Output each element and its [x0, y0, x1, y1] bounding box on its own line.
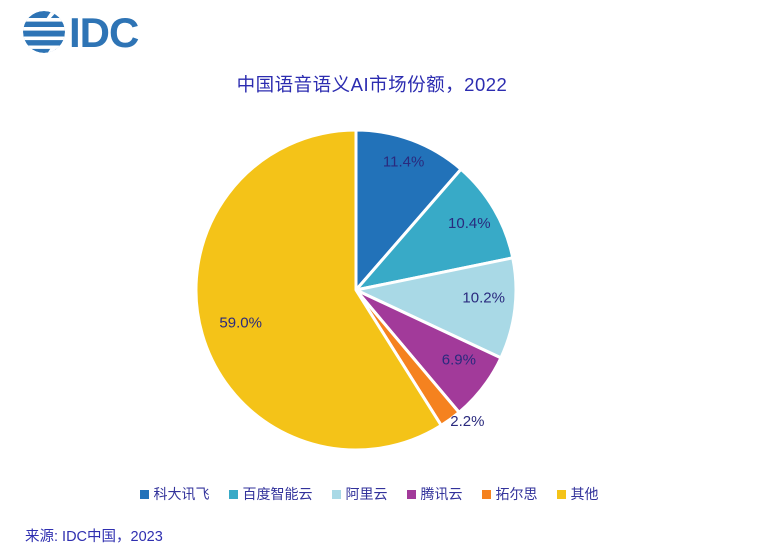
pie-slice-2: [354, 256, 518, 360]
pie-label-3: 6.9%: [442, 352, 476, 369]
legend-swatch-icon: [331, 489, 341, 499]
legend-label: 拓尔思: [495, 486, 538, 502]
pie-slice-5: [194, 128, 443, 452]
legend-swatch-icon: [406, 489, 416, 499]
legend-item-1: 百度智能云: [228, 484, 313, 504]
legend-swatch-icon: [228, 489, 238, 499]
pie-label-2: 10.2%: [462, 289, 505, 306]
legend-label: 阿里云: [345, 486, 388, 502]
pie-label-5: 59.0%: [219, 314, 262, 331]
globe-icon: [23, 11, 65, 53]
legend-item-4: 拓尔思: [481, 484, 538, 504]
legend-label: 腾讯云: [420, 486, 463, 502]
legend-swatch-icon: [556, 489, 566, 499]
chart-legend: 科大讯飞 百度智能云 阿里云 腾讯云 拓尔思 其他: [0, 483, 738, 505]
legend-item-5: 其他: [556, 484, 599, 504]
legend-item-2: 阿里云: [331, 484, 388, 504]
pie-chart: 11.4% 10.4% 10.2% 6.9% 2.2% 59.0%: [194, 128, 518, 452]
pie-label-4: 2.2%: [450, 413, 484, 430]
idc-logo: IDC: [23, 9, 140, 56]
legend-label: 百度智能云: [242, 486, 313, 502]
source-note: 来源: IDC中国，2023: [25, 529, 163, 545]
pie-label-0: 11.4%: [383, 154, 424, 171]
legend-swatch-icon: [481, 489, 491, 499]
legend-label: 科大讯飞: [153, 486, 210, 502]
pie-label-1: 10.4%: [448, 215, 491, 232]
legend-item-0: 科大讯飞: [139, 484, 210, 504]
chart-title: 中国语音语义AI市场份额，2022: [236, 74, 508, 95]
pie-slice-1: [354, 167, 515, 292]
legend-swatch-icon: [139, 489, 149, 499]
logo-text: IDC: [69, 9, 139, 56]
pie-slice-0: [354, 128, 463, 292]
legend-label: 其他: [570, 486, 599, 502]
legend-item-3: 腾讯云: [406, 484, 463, 504]
